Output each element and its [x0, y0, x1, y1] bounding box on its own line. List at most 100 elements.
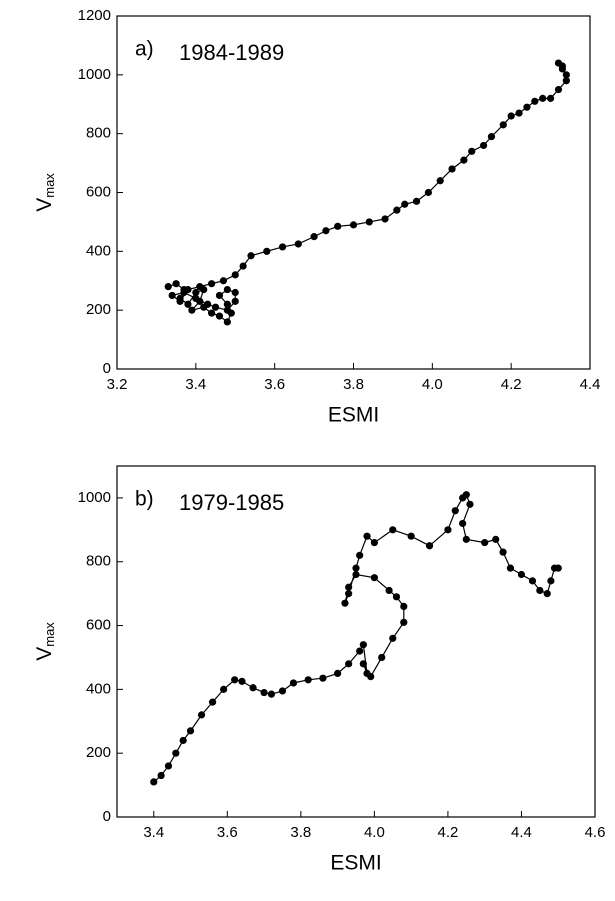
x-tick-label: 4.0	[422, 376, 443, 393]
data-point	[231, 271, 239, 279]
data-point	[517, 570, 526, 579]
data-point	[363, 532, 371, 540]
x-tick-label: 4.4	[511, 824, 532, 841]
data-point	[231, 297, 239, 305]
data-point	[220, 685, 228, 693]
x-tick-label: 4.6	[585, 824, 606, 841]
data-point	[223, 300, 231, 308]
data-point	[304, 676, 312, 684]
data-point	[345, 660, 353, 668]
data-point	[184, 300, 192, 308]
panel-label: b)	[135, 488, 154, 511]
data-point	[208, 309, 216, 317]
data-point	[278, 687, 287, 695]
x-tick-label: 4.2	[437, 824, 458, 841]
y-tick-label: 0	[103, 360, 111, 377]
y-axis-label-main: V	[33, 647, 56, 661]
data-point	[204, 300, 212, 308]
data-point	[215, 291, 224, 300]
y-tick-label: 1200	[78, 7, 111, 24]
data-point	[352, 564, 360, 572]
data-point	[448, 165, 456, 173]
data-point	[172, 280, 180, 288]
data-point	[466, 500, 474, 508]
data-point	[499, 548, 507, 556]
data-point	[385, 586, 393, 595]
y-axis-label-main: V	[33, 198, 56, 212]
annotation: 1979-1985	[179, 490, 284, 515]
data-point	[547, 577, 555, 585]
data-point	[349, 221, 358, 229]
data-point	[492, 535, 500, 543]
plot-frame	[116, 15, 591, 370]
data-point	[554, 564, 562, 572]
data-point	[192, 288, 200, 297]
data-point	[412, 197, 421, 205]
data-point	[506, 564, 515, 572]
y-axis-label: Vmax	[33, 173, 58, 212]
data-point	[479, 141, 488, 150]
data-point	[209, 698, 217, 706]
data-point	[184, 285, 192, 294]
data-point	[260, 688, 268, 697]
data-point	[172, 749, 180, 757]
data-point	[176, 297, 184, 305]
data-point	[499, 121, 507, 129]
x-tick-label: 3.4	[185, 376, 206, 393]
data-point	[507, 112, 515, 120]
data-point	[451, 507, 459, 515]
data-point	[401, 200, 409, 208]
x-axis-label: ESMI	[330, 852, 381, 875]
x-tick-label: 4.4	[580, 376, 601, 393]
y-axis-label-sub: max	[42, 622, 57, 647]
data-point	[562, 71, 570, 79]
data-point	[444, 526, 452, 534]
data-point	[370, 538, 378, 547]
data-point	[186, 727, 195, 735]
data-point	[231, 288, 239, 297]
x-tick-label: 3.2	[107, 376, 128, 393]
data-point	[359, 660, 367, 668]
data-point	[179, 736, 187, 745]
y-tick-label: 400	[86, 680, 111, 697]
x-tick-label: 4.0	[364, 824, 385, 841]
x-tick-label: 3.6	[217, 824, 238, 841]
data-point	[515, 109, 523, 117]
data-point	[554, 85, 563, 94]
y-tick-label: 600	[86, 183, 111, 200]
data-point	[365, 218, 373, 226]
y-tick-label: 800	[86, 125, 111, 142]
data-point	[197, 711, 206, 719]
data-point	[367, 673, 375, 681]
x-axis-label: ESMI	[328, 404, 379, 427]
data-point	[393, 206, 401, 214]
data-point	[238, 677, 246, 685]
data-point	[223, 285, 231, 294]
data-point	[345, 590, 353, 598]
data-point	[223, 318, 231, 326]
data-point	[211, 303, 220, 311]
data-point	[407, 532, 415, 540]
annotation: 1984-1989	[179, 40, 284, 65]
y-tick-label: 400	[86, 242, 111, 259]
data-point	[334, 669, 342, 678]
data-point	[539, 94, 547, 102]
data-point	[263, 247, 271, 255]
data-point	[345, 583, 353, 591]
data-point	[188, 306, 196, 314]
data-point	[196, 283, 204, 291]
data-point	[239, 262, 247, 270]
data-point	[392, 593, 401, 601]
series-line	[168, 62, 567, 323]
data-point	[389, 634, 397, 642]
data-point	[223, 306, 231, 314]
data-point	[378, 653, 386, 662]
data-point	[424, 188, 432, 197]
data-point	[370, 574, 378, 582]
data-point	[462, 491, 470, 499]
data-point	[543, 590, 551, 598]
data-point	[322, 227, 330, 235]
data-point	[436, 177, 444, 185]
data-point	[247, 252, 255, 260]
data-point	[341, 599, 349, 607]
